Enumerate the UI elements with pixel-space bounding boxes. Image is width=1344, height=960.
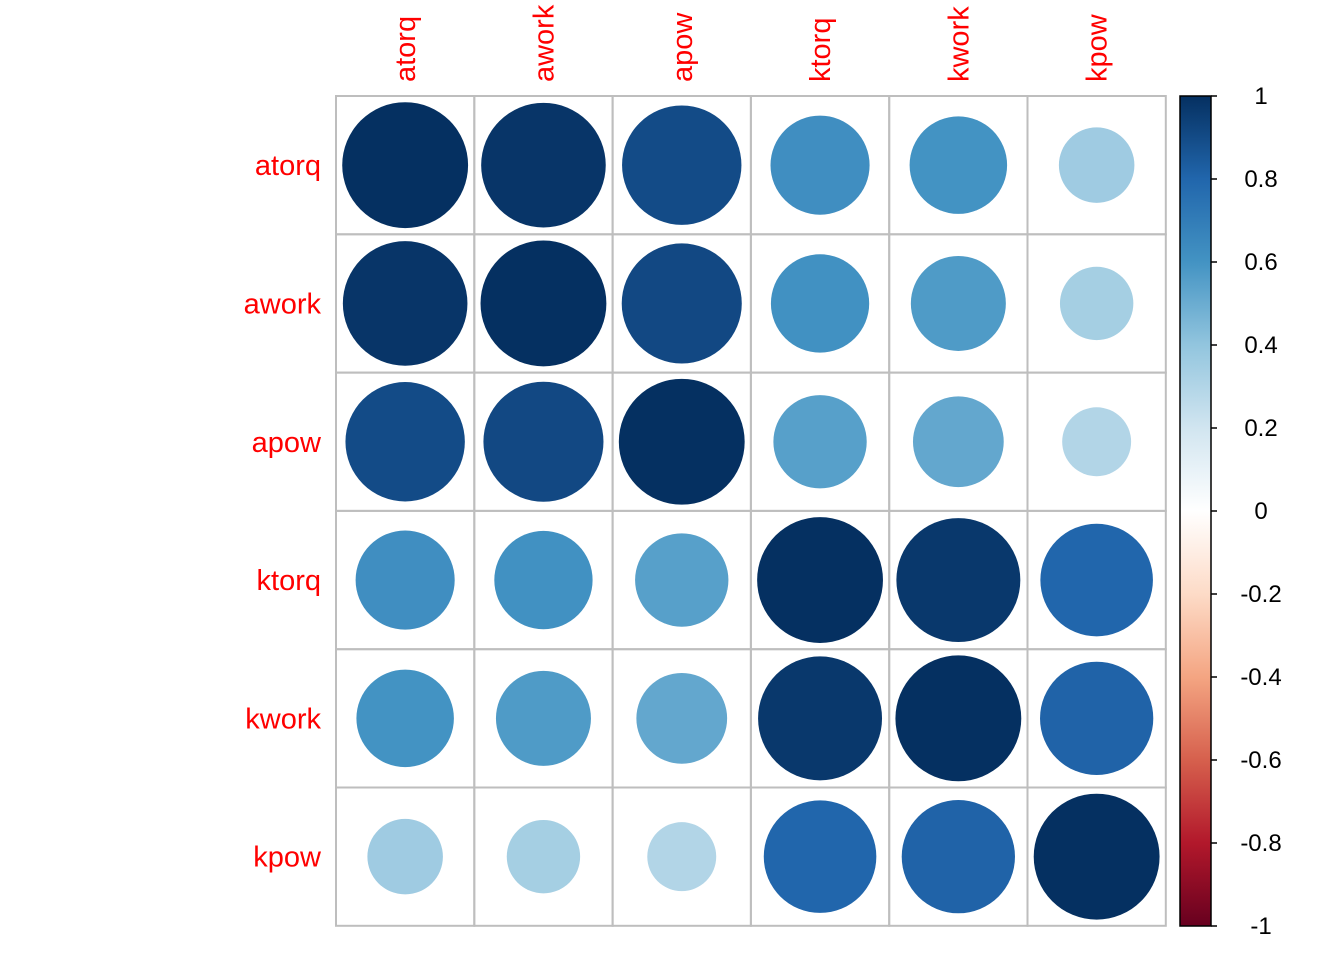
corr-circle-kpow-kpow [1033, 793, 1160, 920]
corr-circle-awork-ktorq [770, 254, 870, 353]
col-label-awork: awork [528, 4, 560, 82]
colorbar-tick-label: 0.2 [1244, 415, 1277, 442]
col-label-ktorq: ktorq [805, 18, 837, 82]
colorbar: 1 0.8 0.6 0.4 0.2 0 -0.2 -0.4 -0.6 -0.8 -1 [1179, 83, 1282, 940]
row-labels: atorq awork apow ktorq kwork kpow [244, 150, 322, 874]
colorbar-tick-label: -0.2 [1240, 581, 1281, 608]
corr-circle-apow-atorq [345, 382, 465, 502]
corr-circle-kwork-kwork [895, 655, 1022, 782]
col-label-atorq: atorq [390, 16, 422, 82]
corr-circle-kwork-atorq [356, 669, 454, 768]
corr-circle-ktorq-kpow [1040, 523, 1153, 637]
colorbar-gradient [1179, 95, 1212, 927]
corr-circle-kpow-kwork [901, 800, 1015, 914]
row-label-awork: awork [244, 288, 322, 320]
colorbar-tick-label: -1 [1250, 913, 1271, 940]
corr-circle-ktorq-atorq [355, 530, 455, 630]
col-label-apow: apow [667, 12, 699, 82]
corr-circle-apow-ktorq [773, 395, 867, 489]
corr-circle-apow-kwork [912, 396, 1004, 488]
corr-circle-apow-kpow [1062, 407, 1132, 477]
corr-circle-kwork-ktorq [758, 656, 883, 781]
colorbar-tick-label: 0.4 [1244, 332, 1277, 359]
corr-circle-kpow-ktorq [763, 800, 877, 913]
colorbar-tick-label: -0.6 [1240, 747, 1281, 774]
colorbar-tick-label: -0.8 [1240, 830, 1281, 857]
grid-cell [1026, 786, 1167, 927]
matrix-grid [335, 95, 1167, 927]
corr-circle-kwork-awork [495, 670, 591, 766]
colorbar-tick-label: 1 [1254, 83, 1267, 110]
corr-circle-kpow-awork [506, 819, 581, 894]
corr-circle-atorq-atorq [342, 102, 469, 229]
corr-circle-kwork-kpow [1040, 661, 1154, 775]
row-label-atorq: atorq [255, 150, 321, 182]
row-label-kwork: kwork [245, 703, 321, 735]
corr-circle-atorq-kwork [909, 116, 1008, 214]
corr-circle-ktorq-apow [635, 533, 729, 627]
row-label-apow: apow [252, 427, 322, 459]
corr-circle-awork-apow [621, 243, 742, 364]
corr-circle-ktorq-awork [494, 530, 593, 630]
colorbar-tick-label: 0 [1254, 498, 1267, 525]
corr-circle-atorq-apow [622, 105, 742, 225]
corr-circle-apow-apow [618, 378, 745, 505]
corr-circle-kwork-apow [636, 672, 728, 764]
corr-circle-awork-kwork [910, 255, 1006, 351]
corr-circle-atorq-kpow [1058, 127, 1135, 203]
colorbar-tick-label: -0.4 [1240, 664, 1281, 691]
correlation-circles [342, 102, 1160, 920]
col-label-kwork: kwork [943, 6, 975, 82]
col-label-kpow: kpow [1082, 13, 1114, 82]
corr-circle-awork-awork [480, 240, 607, 367]
corr-circle-ktorq-kwork [896, 518, 1021, 643]
corr-circle-kpow-atorq [367, 818, 443, 895]
column-labels: atorq awork apow ktorq kwork kpow [390, 4, 1114, 82]
corr-circle-apow-awork [483, 381, 604, 502]
colorbar-tick-label: 0.6 [1244, 249, 1277, 276]
row-label-kpow: kpow [253, 842, 322, 874]
corr-circle-awork-kpow [1059, 266, 1134, 341]
corr-circle-ktorq-ktorq [757, 517, 883, 643]
colorbar-tick-label: 0.8 [1244, 166, 1277, 193]
corr-circle-awork-atorq [342, 241, 468, 366]
corr-circle-atorq-ktorq [770, 115, 870, 215]
corr-circle-atorq-awork [481, 102, 606, 228]
row-label-ktorq: ktorq [257, 565, 321, 597]
corr-circle-kpow-apow [647, 822, 717, 892]
